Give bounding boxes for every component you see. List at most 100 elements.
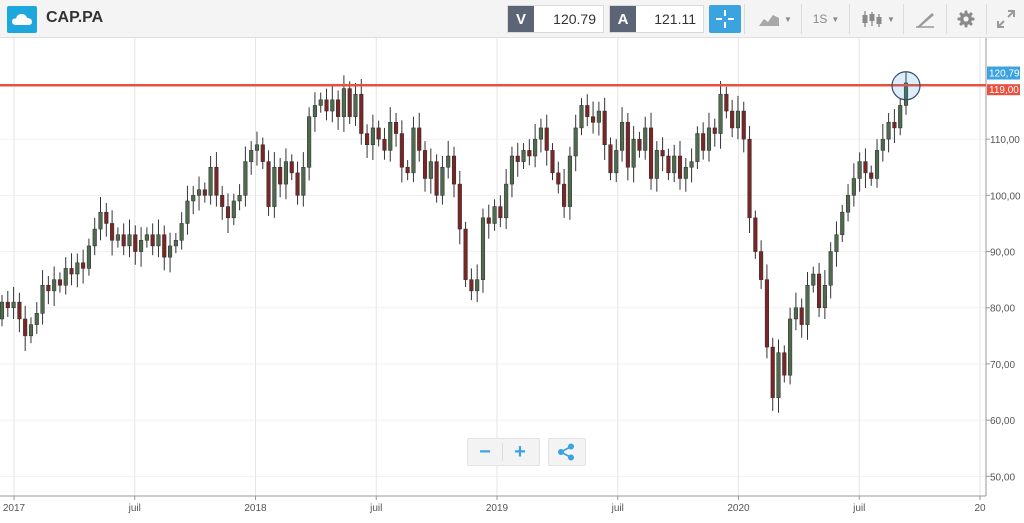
zoom-out-button[interactable]: − xyxy=(479,440,491,463)
candle-body xyxy=(631,138,636,168)
candle-body xyxy=(544,127,549,151)
candle-body xyxy=(764,279,769,348)
candle-body xyxy=(747,138,752,219)
buy-price: 121.11 xyxy=(654,11,696,27)
candle-body xyxy=(28,324,34,337)
candle-body xyxy=(834,234,839,252)
candle-style-button[interactable]: ▼ xyxy=(855,5,901,33)
candle-body xyxy=(324,99,329,112)
candle-body xyxy=(828,251,833,286)
candle-body xyxy=(295,172,300,196)
candle-body xyxy=(903,82,909,106)
candle-body xyxy=(724,93,729,112)
candle-body xyxy=(115,234,120,241)
toolbar-divider xyxy=(986,4,987,34)
y-tick-label: 70,00 xyxy=(990,360,1015,371)
candle-body xyxy=(428,161,433,179)
gear-icon xyxy=(957,10,975,28)
candle-body xyxy=(434,161,439,196)
candle-body xyxy=(562,183,567,207)
sell-price-box[interactable]: V 120.79 xyxy=(507,5,604,33)
candle-body xyxy=(741,110,746,140)
candle-body xyxy=(399,133,404,168)
candle-body xyxy=(648,127,654,179)
chevron-down-icon: ▼ xyxy=(784,14,792,24)
candlestick-chart[interactable]: 50,0060,0070,0080,0090,00100,00110,00201… xyxy=(0,38,1024,518)
candle-body xyxy=(34,313,39,325)
candle-body xyxy=(469,279,474,292)
y-tick-label: 50,00 xyxy=(990,472,1015,483)
candle-body xyxy=(341,88,346,117)
candle-body xyxy=(788,318,793,376)
candle-body xyxy=(220,195,225,207)
zoom-divider xyxy=(502,443,503,461)
candle-body xyxy=(550,150,555,174)
candle-body xyxy=(191,195,196,202)
share-control xyxy=(548,438,586,466)
price-chart[interactable]: 50,00 60,00 70,00 80,00 90,00 100,00 110,00 201… xyxy=(0,38,1024,518)
settings-button[interactable] xyxy=(950,5,982,33)
current-price-label: 120,79 xyxy=(989,69,1020,80)
candle-body xyxy=(817,273,822,308)
candle-body xyxy=(608,144,613,174)
crosshair-button[interactable] xyxy=(709,5,741,33)
x-tick-label: 2017 xyxy=(3,503,26,514)
candle-body xyxy=(475,279,480,292)
candle-body xyxy=(254,144,260,151)
chart-type-button[interactable]: ▼ xyxy=(752,5,798,33)
candle-body xyxy=(260,144,265,162)
candle-body xyxy=(480,217,486,280)
candle-body xyxy=(683,167,688,179)
candle-body xyxy=(614,150,619,174)
candle-body xyxy=(515,155,520,162)
candle-body xyxy=(272,167,277,207)
y-tick-label: 60,00 xyxy=(990,416,1015,427)
candle-body xyxy=(382,138,387,151)
fullscreen-button[interactable] xyxy=(990,5,1022,33)
candle-body xyxy=(596,110,601,123)
candle-body xyxy=(573,127,578,157)
candle-body xyxy=(208,167,213,196)
candle-body xyxy=(643,127,648,151)
candle-body xyxy=(701,133,706,151)
candle-body xyxy=(886,122,891,140)
candle-body xyxy=(521,150,526,162)
candle-body xyxy=(202,189,207,196)
candle-body xyxy=(492,206,497,224)
buy-price-box[interactable]: A 121.11 xyxy=(609,5,704,33)
candle-body xyxy=(451,155,457,185)
candle-body xyxy=(278,167,283,185)
candle-body xyxy=(98,211,103,230)
candle-body xyxy=(266,161,271,207)
toolbar-divider xyxy=(946,4,947,34)
zoom-in-button[interactable]: + xyxy=(514,440,526,463)
candle-body xyxy=(318,99,323,106)
candle-body xyxy=(730,110,735,129)
timeframe-button[interactable]: 1S ▼ xyxy=(806,5,846,33)
share-button[interactable] xyxy=(549,439,583,465)
last-price-highlight xyxy=(891,71,921,101)
candle-body xyxy=(57,279,62,286)
candle-body xyxy=(283,161,288,185)
candle-body xyxy=(301,167,306,196)
candle-body xyxy=(672,155,677,174)
candle-body xyxy=(637,138,642,151)
candle-body xyxy=(133,234,138,252)
candle-body xyxy=(538,127,543,140)
candle-body xyxy=(150,234,155,247)
buy-tag: A xyxy=(610,6,636,32)
chevron-down-icon: ▼ xyxy=(887,14,895,24)
candle-body xyxy=(712,127,717,134)
price-line-label-bg xyxy=(987,84,1020,96)
pencil-ruler-icon xyxy=(916,13,934,28)
candle-body xyxy=(654,150,659,179)
candle-body xyxy=(139,240,144,252)
candle-body xyxy=(353,93,358,117)
x-tick-label: 20 xyxy=(974,503,986,514)
candle-body xyxy=(104,211,109,224)
candle-body xyxy=(388,122,393,151)
candle-body xyxy=(422,150,428,179)
draw-tools-button[interactable] xyxy=(908,5,942,33)
candle-body xyxy=(144,234,149,241)
candle-body xyxy=(231,200,236,219)
